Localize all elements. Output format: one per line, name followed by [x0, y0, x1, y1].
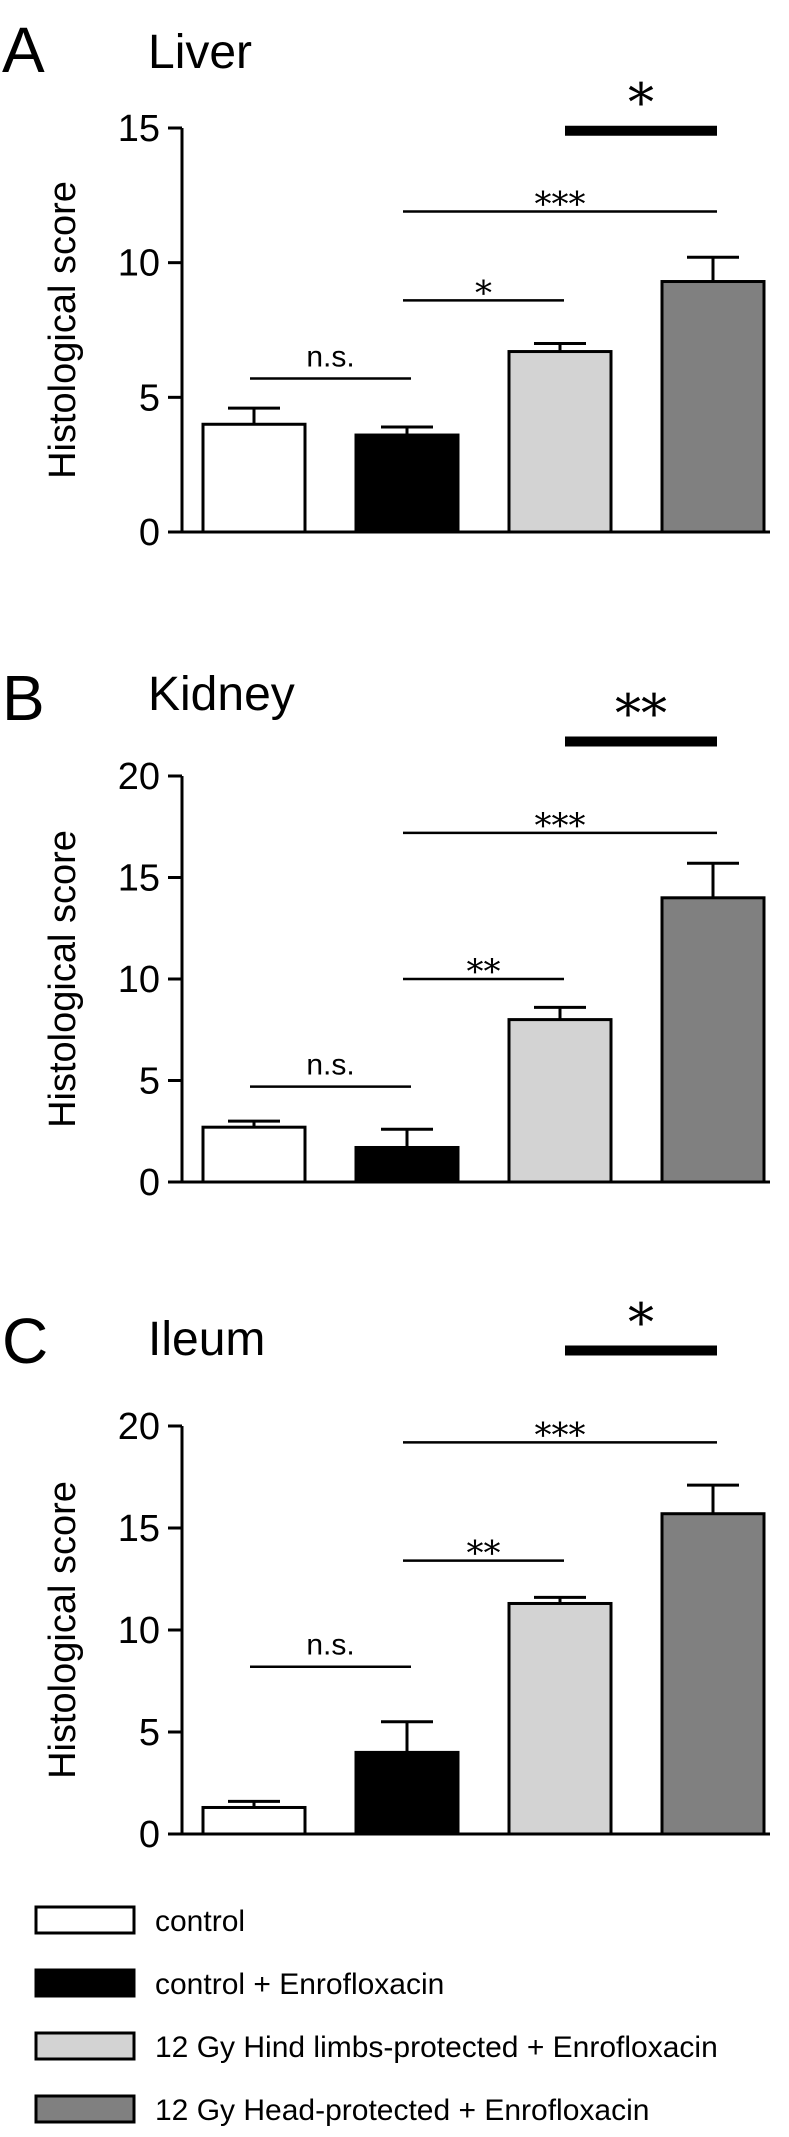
significance-label: ***	[535, 184, 586, 224]
panel-title: Ileum	[148, 1313, 265, 1366]
legend-label: control + Enrofloxacin	[155, 1968, 444, 2001]
panel-title: Liver	[148, 26, 252, 79]
legend-label: 12 Gy Hind limbs-protected + Enrofloxaci…	[155, 2031, 718, 2064]
y-tick-label: 0	[139, 512, 160, 554]
panel-letter: A	[2, 14, 45, 86]
bar	[201, 1125, 307, 1184]
y-tick-label: 20	[118, 1406, 160, 1448]
significance-label: n.s.	[306, 1049, 354, 1082]
legend-swatch	[34, 2094, 136, 2124]
y-axis-label: Histological score	[42, 830, 84, 1128]
y-tick-label: 15	[118, 858, 160, 900]
significance-label: **	[467, 952, 501, 992]
panel-letter: B	[2, 662, 45, 734]
y-tick-label: 15	[118, 108, 160, 150]
y-axis-label: Histological score	[42, 1481, 84, 1779]
bar	[507, 350, 613, 534]
significance-label: *	[628, 1294, 654, 1354]
y-tick-label: 20	[118, 756, 160, 798]
significance-label: **	[615, 684, 667, 744]
bar	[354, 1145, 460, 1184]
y-tick-label: 10	[118, 243, 160, 285]
bar	[507, 1601, 613, 1836]
significance-label: *	[475, 273, 492, 313]
y-tick-label: 5	[139, 1061, 160, 1103]
panel-title: Kidney	[148, 668, 295, 721]
bar	[201, 422, 307, 534]
legend-label: control	[155, 1905, 245, 1938]
y-tick-label: 10	[118, 959, 160, 1001]
significance-label: *	[628, 74, 654, 134]
bar	[660, 896, 766, 1184]
legend-label: 12 Gy Head-protected + Enrofloxacin	[155, 2094, 649, 2127]
legend: control control + Enrofloxacin 12 Gy Hind …	[34, 1905, 718, 2127]
y-tick-label: 0	[139, 1162, 160, 1204]
y-axis-label: Histological score	[42, 181, 84, 479]
y-tick-label: 0	[139, 1814, 160, 1856]
significance-label: n.s.	[306, 340, 354, 373]
significance-label: **	[467, 1534, 501, 1574]
y-tick-label: 15	[118, 1508, 160, 1550]
bar	[201, 1805, 307, 1836]
bar	[354, 433, 460, 534]
y-tick-label: 5	[139, 377, 160, 419]
significance-label: n.s.	[306, 1629, 354, 1662]
panel-letter: C	[2, 1305, 48, 1377]
y-tick-label: 5	[139, 1712, 160, 1754]
legend-swatch	[34, 1905, 136, 1935]
significance-label: ***	[535, 1415, 586, 1455]
bar	[354, 1750, 460, 1836]
bar	[507, 1018, 613, 1184]
bar	[660, 1512, 766, 1836]
bar	[660, 280, 766, 534]
legend-swatch	[34, 2031, 136, 2061]
significance-label: ***	[535, 806, 586, 846]
y-tick-label: 10	[118, 1610, 160, 1652]
legend-swatch	[34, 1968, 136, 1998]
